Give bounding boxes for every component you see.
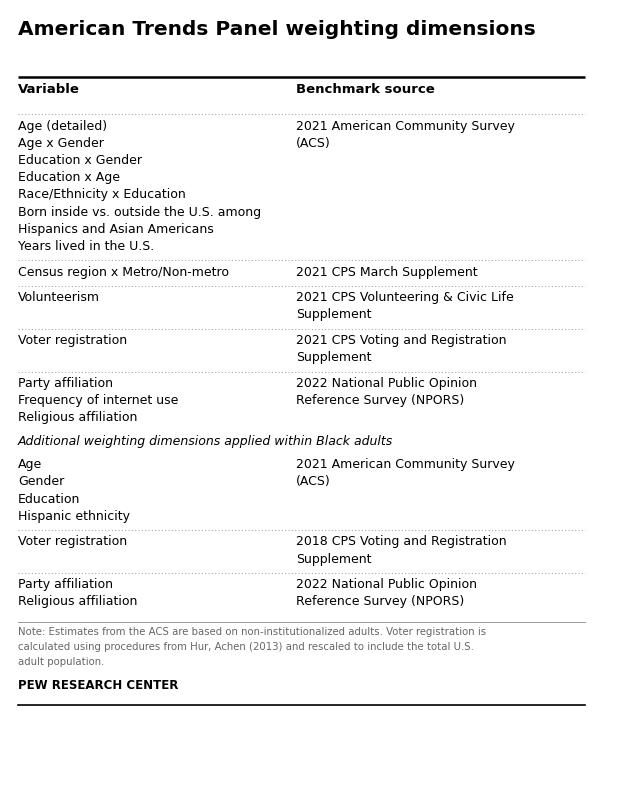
- Text: 2021 American Community Survey: 2021 American Community Survey: [296, 120, 515, 133]
- Text: Reference Survey (NPORS): Reference Survey (NPORS): [296, 394, 464, 407]
- Text: 2021 CPS Volunteering & Civic Life: 2021 CPS Volunteering & Civic Life: [296, 291, 513, 304]
- Text: Note: Estimates from the ACS are based on non-institutionalized adults. Voter re: Note: Estimates from the ACS are based o…: [18, 626, 486, 637]
- Text: Education x Age: Education x Age: [18, 172, 120, 184]
- Text: Age (detailed): Age (detailed): [18, 120, 108, 133]
- Text: Benchmark source: Benchmark source: [296, 83, 435, 96]
- Text: Age x Gender: Age x Gender: [18, 138, 104, 150]
- Text: (ACS): (ACS): [296, 475, 330, 488]
- Text: Religious affiliation: Religious affiliation: [18, 411, 138, 425]
- Text: (ACS): (ACS): [296, 138, 330, 150]
- Text: Years lived in the U.S.: Years lived in the U.S.: [18, 239, 154, 253]
- Text: Volunteerism: Volunteerism: [18, 291, 100, 304]
- Text: Hispanic ethnicity: Hispanic ethnicity: [18, 510, 130, 522]
- Text: Supplement: Supplement: [296, 351, 371, 364]
- Text: Voter registration: Voter registration: [18, 535, 127, 549]
- Text: Frequency of internet use: Frequency of internet use: [18, 394, 179, 407]
- Text: Supplement: Supplement: [296, 308, 371, 321]
- Text: 2021 American Community Survey: 2021 American Community Survey: [296, 458, 515, 471]
- Text: calculated using procedures from Hur, Achen (2013) and rescaled to include the t: calculated using procedures from Hur, Ac…: [18, 642, 474, 652]
- Text: Reference Survey (NPORS): Reference Survey (NPORS): [296, 595, 464, 608]
- Text: Voter registration: Voter registration: [18, 334, 127, 347]
- Text: Education: Education: [18, 492, 81, 506]
- Text: 2018 CPS Voting and Registration: 2018 CPS Voting and Registration: [296, 535, 506, 549]
- Text: Hispanics and Asian Americans: Hispanics and Asian Americans: [18, 223, 214, 235]
- Text: 2022 National Public Opinion: 2022 National Public Opinion: [296, 578, 477, 591]
- Text: Born inside vs. outside the U.S. among: Born inside vs. outside the U.S. among: [18, 205, 261, 219]
- Text: Religious affiliation: Religious affiliation: [18, 595, 138, 608]
- Text: Age: Age: [18, 458, 42, 471]
- Text: American Trends Panel weighting dimensions: American Trends Panel weighting dimensio…: [18, 20, 536, 39]
- Text: PEW RESEARCH CENTER: PEW RESEARCH CENTER: [18, 678, 179, 692]
- Text: adult population.: adult population.: [18, 657, 104, 667]
- Text: 2022 National Public Opinion: 2022 National Public Opinion: [296, 377, 477, 390]
- Text: Education x Gender: Education x Gender: [18, 154, 142, 167]
- Text: 2021 CPS Voting and Registration: 2021 CPS Voting and Registration: [296, 334, 506, 347]
- Text: Race/Ethnicity x Education: Race/Ethnicity x Education: [18, 188, 186, 201]
- Text: Additional weighting dimensions applied within Black adults: Additional weighting dimensions applied …: [18, 435, 394, 448]
- Text: Party affiliation: Party affiliation: [18, 578, 113, 591]
- Text: Census region x Metro/Non-metro: Census region x Metro/Non-metro: [18, 266, 229, 278]
- Text: 2021 CPS March Supplement: 2021 CPS March Supplement: [296, 266, 477, 278]
- Text: Party affiliation: Party affiliation: [18, 377, 113, 390]
- Text: Gender: Gender: [18, 475, 65, 488]
- Text: Variable: Variable: [18, 83, 80, 96]
- Text: Supplement: Supplement: [296, 553, 371, 565]
